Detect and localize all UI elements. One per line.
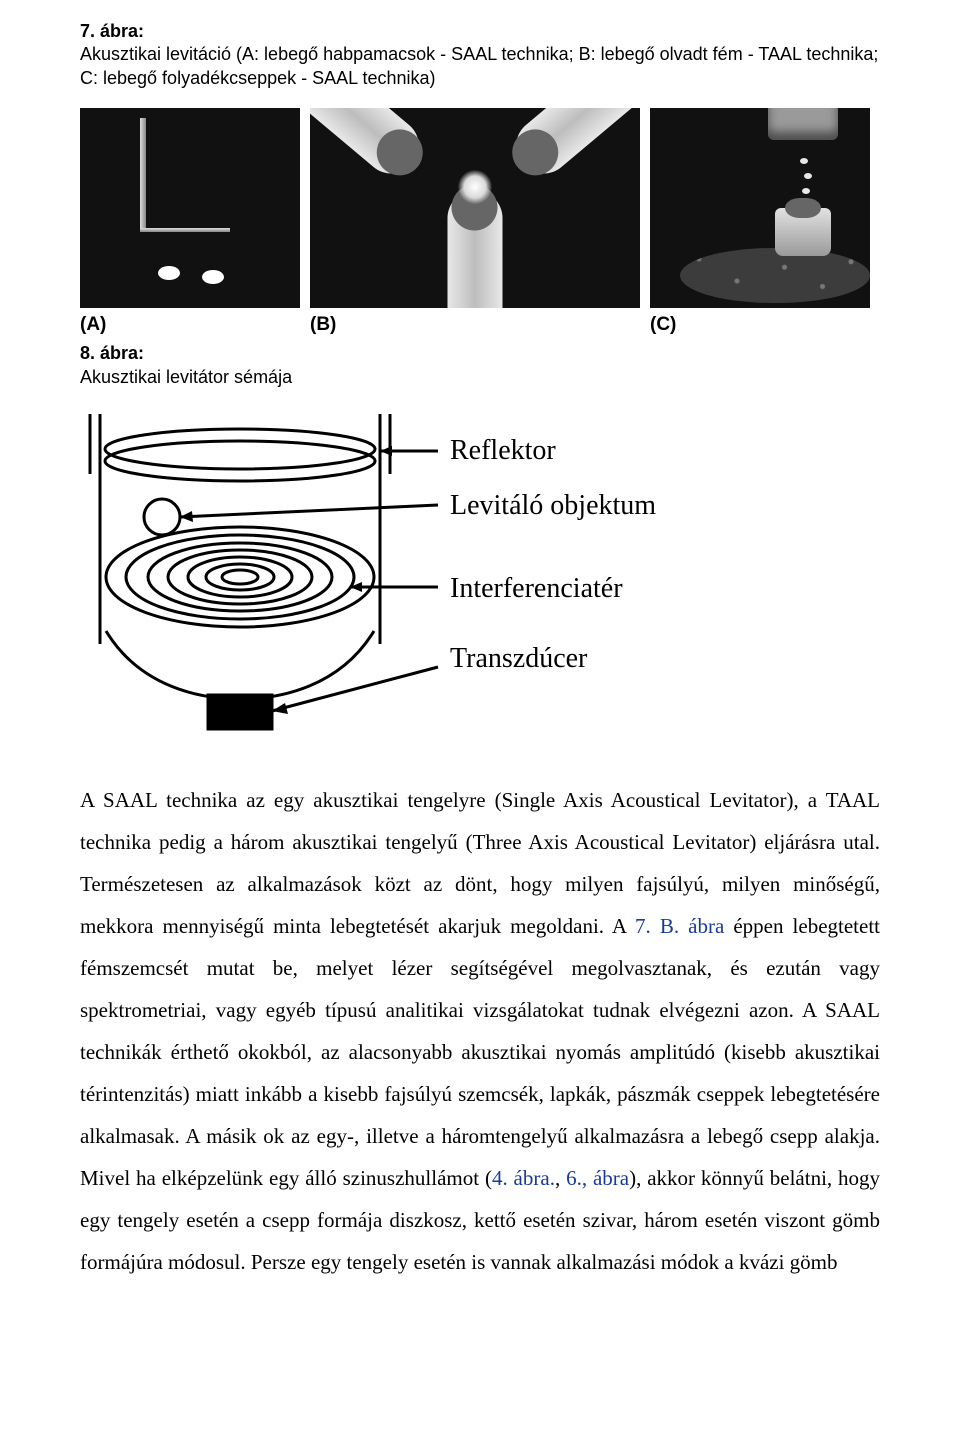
photo-a-edge	[140, 228, 230, 232]
photo-b-emitter-icon	[310, 108, 430, 185]
photo-c-drop-icon	[800, 158, 808, 164]
page: 7. ábra: Akusztikai levitáció (A: lebegő…	[0, 0, 960, 1344]
photo-a-drop-icon	[202, 270, 224, 284]
figure-7-caption-line1: Akusztikai levitáció (A: lebegő habpamac…	[80, 44, 878, 64]
figure-8-number: 8. ábra:	[80, 343, 144, 363]
diagram-label-transducer: Transzdúcer	[450, 643, 588, 674]
figure-8-schematic: Reflektor Levitáló objektum Interferenci…	[80, 399, 880, 739]
figure-7-number: 7. ábra:	[80, 21, 144, 41]
diagram-label-interferencia: Interferenciatér	[450, 573, 623, 604]
photo-c-cup-icon	[775, 208, 831, 256]
figure-7-label-b: (B)	[310, 314, 640, 336]
photo-c-drop-icon	[804, 173, 812, 179]
figure-7-labels: (A) (B) (C)	[80, 314, 880, 336]
levitator-diagram-icon: Reflektor Levitáló objektum Interferenci…	[80, 399, 720, 739]
photo-b-flare-icon	[458, 170, 492, 204]
figure-7-label-a: (A)	[80, 314, 300, 336]
figure-ref-6: 6., ábra	[566, 1166, 629, 1190]
figure-ref-4: 4. ábra.	[492, 1166, 555, 1190]
figure-ref-7b: 7. B. ábra	[635, 914, 724, 938]
photo-a-drop-icon	[158, 266, 180, 280]
figure-7-caption: 7. ábra: Akusztikai levitáció (A: lebegő…	[80, 20, 880, 90]
photo-b-emitter-icon	[505, 108, 640, 185]
para-comma: ,	[555, 1166, 566, 1190]
body-paragraph: A SAAL technika az egy akusztikai tengel…	[80, 779, 880, 1283]
photo-b-emitter-icon	[448, 191, 503, 309]
para-seg-1b: éppen lebegtetett fémszemcsét mutat be, …	[80, 914, 880, 1190]
figure-8-caption: 8. ábra: Akusztikai levitátor sémája	[80, 342, 880, 389]
diagram-label-objektum: Levitáló objektum	[450, 490, 656, 521]
photo-c-drop-icon	[802, 188, 810, 194]
figure-7-photo-c	[650, 108, 870, 308]
figure-7-caption-line2: C: lebegő folyadékcseppek - SAAL technik…	[80, 68, 436, 88]
figure-7-photo-b	[310, 108, 640, 308]
photo-c-foam-icon	[680, 248, 870, 303]
figure-8-caption-text: Akusztikai levitátor sémája	[80, 367, 292, 387]
photo-a-edge	[140, 118, 146, 228]
diagram-label-reflektor: Reflektor	[450, 435, 556, 466]
figure-7-label-c: (C)	[650, 314, 870, 336]
figure-7-photos	[80, 108, 880, 308]
photo-c-top-disc-icon	[768, 108, 838, 140]
figure-7-photo-a	[80, 108, 300, 308]
